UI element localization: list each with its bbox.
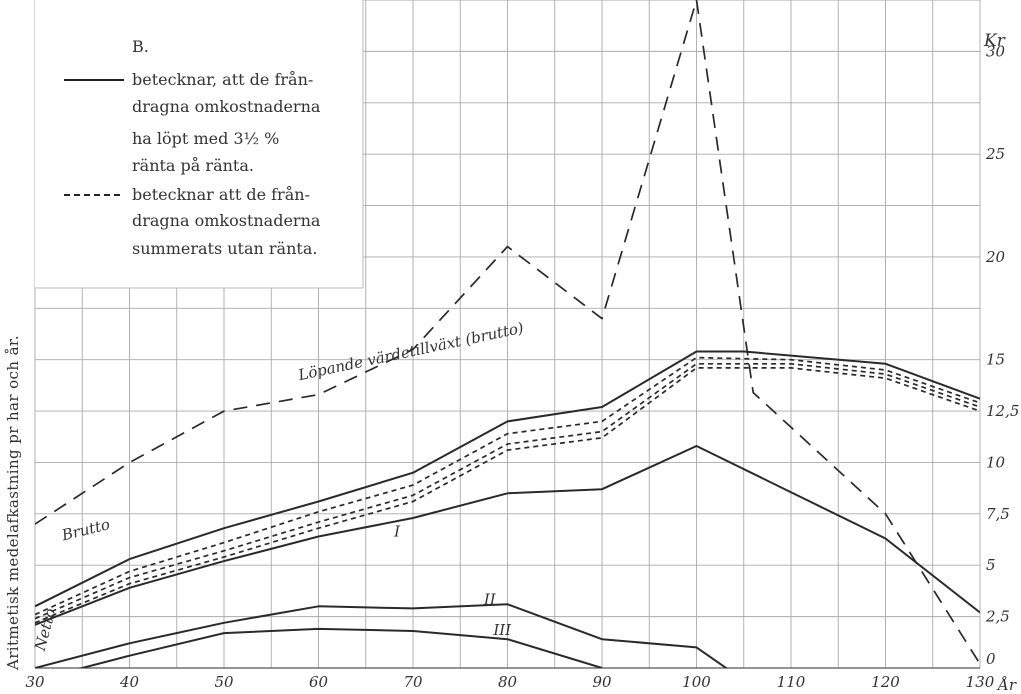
y-tick-label: 5	[986, 556, 996, 574]
annotation-3: I	[393, 522, 401, 540]
series-line-7	[35, 603, 728, 668]
y-axis-label: Aritmetisk medelafkastning pr har och år…	[4, 335, 22, 671]
x-tick-label: 90	[592, 673, 612, 691]
x-tick-label: 40	[119, 673, 140, 691]
legend-dashed-line-3: summerats utan ränta.	[132, 239, 317, 258]
y-tick-label: 30	[986, 42, 1006, 60]
annotation-5: III	[492, 621, 512, 639]
legend-solid-line-2: dragna omkostnaderna	[132, 97, 321, 116]
y-tick-label: 0	[986, 650, 996, 668]
x-tick-label: 30	[25, 673, 45, 691]
series-line-1	[35, 0, 980, 665]
x-tick-label: 80	[498, 673, 518, 691]
series-group	[35, 0, 980, 668]
series-line-3	[35, 356, 980, 616]
x-tick-labels: 30 40 50 60 70 80 90 100 110 120 130	[25, 673, 994, 691]
legend-dashed-line-1: betecknar att de från-	[132, 185, 310, 204]
legend-solid-line-1: betecknar, att de från-	[132, 70, 313, 89]
y-tick-label: 20	[985, 248, 1006, 266]
series-line-5	[35, 367, 980, 624]
series-line-8	[78, 627, 603, 668]
legend-solid-line-3: ha löpt med 3½ %	[132, 129, 279, 148]
x-tick-label: 110	[777, 673, 806, 691]
legend-solid-line-4: ränta på ränta.	[132, 156, 254, 175]
annotation-4: II	[483, 590, 497, 608]
annotation-2: Brutto	[59, 515, 112, 545]
legend-dashed-line-2: dragna omkostnaderna	[132, 211, 321, 230]
x-axis-label: År	[996, 676, 1017, 694]
legend-title: B.	[132, 37, 149, 56]
y-tick-label: 7,5	[986, 505, 1010, 523]
x-tick-label: 60	[309, 673, 329, 691]
y-tick-label: 2,5	[985, 608, 1010, 626]
x-tick-label: 130	[966, 673, 995, 691]
y-tick-label: 10	[986, 453, 1006, 471]
legend-box	[35, 0, 363, 288]
series-line-4	[35, 362, 980, 620]
y-tick-label: 15	[986, 351, 1005, 369]
annotations: Löpande värdetillväxt (brutto)Brutto IIII…	[31, 319, 526, 654]
x-tick-label: 120	[871, 673, 900, 691]
y-tick-label: 25	[985, 145, 1005, 163]
legend: B. betecknar, att de från- dragna omkost…	[35, 0, 364, 289]
x-tick-label: 70	[403, 673, 423, 691]
y-unit-label: Kr	[983, 31, 1006, 51]
annotation-1: Löpande värdetillväxt (brutto)	[296, 319, 526, 385]
x-tick-label: 100	[682, 673, 711, 691]
y-tick-labels: 0 2,5 5 7,5 10 12,5 15 20 25 30	[985, 42, 1019, 668]
series-line-6	[35, 445, 980, 626]
series-line-2	[35, 350, 980, 608]
x-tick-label: 50	[214, 673, 234, 691]
y-tick-label: 12,5	[986, 402, 1019, 420]
